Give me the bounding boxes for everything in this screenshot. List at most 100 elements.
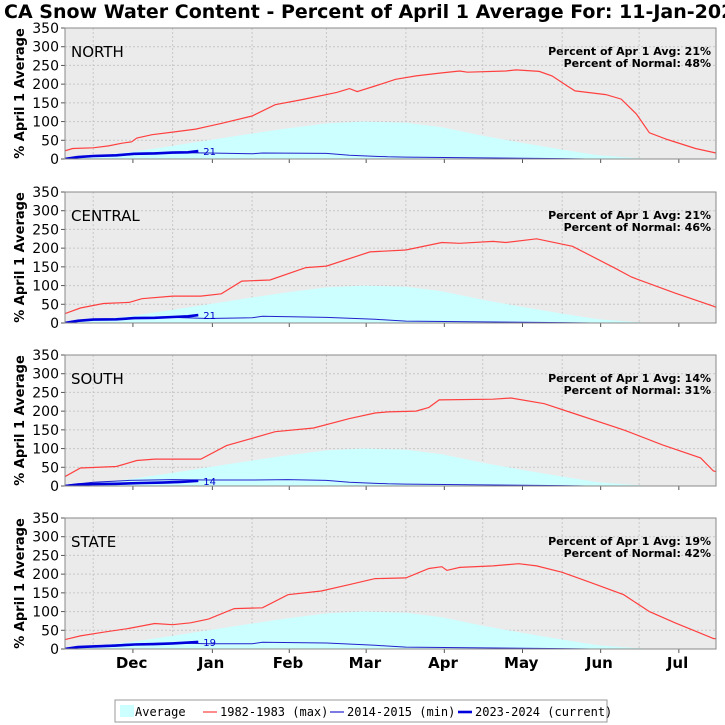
y-tick-label: 50 [41, 297, 59, 313]
month-axis: Dec Jan Feb Mar Apr May Jun Jul [116, 654, 688, 672]
y-tick-label: 0 [50, 479, 59, 495]
plot-area [65, 563, 716, 649]
y-tick-label: 50 [41, 460, 59, 476]
y-tick-label: 50 [41, 623, 59, 639]
y-tick-label: 0 [50, 152, 59, 168]
month-label-feb: Feb [273, 654, 304, 672]
series-current-line [65, 313, 199, 323]
y-tick-label: 300 [32, 40, 59, 56]
y-tick-label: 350 [32, 21, 59, 37]
series-current-line [65, 640, 199, 649]
y-tick-label: 200 [32, 567, 59, 583]
month-label-jul: Jul [666, 654, 688, 672]
y-tick-label: 100 [32, 279, 59, 295]
series-current-line [65, 479, 199, 486]
series-average-area [65, 121, 716, 159]
legend-swatch [120, 705, 134, 717]
series-max-line [65, 397, 716, 478]
current-value-label: 21 [203, 311, 216, 322]
pct-normal-annotation: Percent of Normal: 46% [564, 221, 711, 234]
legend: Average 1982-1983 (max) 2014-2015 (min) 202… [114, 699, 612, 723]
y-tick-label: 50 [41, 133, 59, 149]
region-label: CENTRAL [71, 207, 140, 225]
legend-label: 2023-2024 (current) [475, 705, 612, 719]
legend-entry-2: 2014-2015 (min) [330, 705, 455, 719]
plot-area [65, 397, 716, 486]
series-min-line [65, 479, 586, 486]
legend-entry-1: 1982-1983 (max) [203, 705, 328, 719]
pct-apr1-annotation: Percent of Apr 1 Avg: 14% [548, 372, 711, 385]
chart-title: CA Snow Water Content - Percent of April… [4, 1, 725, 23]
plot-border [64, 27, 717, 160]
y-tick-label: 250 [32, 58, 59, 74]
legend-label: 2014-2015 (min) [347, 705, 455, 719]
y-axis-label: % April 1 Average [13, 518, 28, 649]
month-label-mar: Mar [349, 654, 382, 672]
y-tick-label: 100 [32, 442, 59, 458]
month-label-dec: Dec [116, 654, 148, 672]
legend-entry-0: Average [120, 705, 186, 719]
y-tick-label: 250 [32, 222, 59, 238]
y-tick-label: 150 [32, 423, 59, 439]
y-tick-label: 100 [32, 115, 59, 131]
series-max-line [65, 563, 716, 641]
month-label-jan: Jan [197, 654, 224, 672]
y-tick-label: 200 [32, 404, 59, 420]
panel-south: 0 50 100 150 200 250 300 350 14 SOUTH Percent of A… [13, 348, 717, 495]
y-tick-label: 300 [32, 530, 59, 546]
y-tick-label: 150 [32, 586, 59, 602]
plot-area [65, 238, 716, 323]
series-average-area [65, 448, 716, 486]
pct-apr1-annotation: Percent of Apr 1 Avg: 19% [548, 535, 711, 548]
region-label: STATE [71, 533, 116, 551]
y-tick-label: 0 [50, 316, 59, 332]
y-tick-label: 100 [32, 605, 59, 621]
y-tick-label: 250 [32, 385, 59, 401]
pct-normal-annotation: Percent of Normal: 42% [564, 547, 711, 560]
y-axis-label: % April 1 Average [13, 355, 28, 486]
pct-normal-annotation: Percent of Normal: 48% [564, 57, 711, 70]
legend-label: 1982-1983 (max) [220, 705, 328, 719]
pct-apr1-annotation: Percent of Apr 1 Avg: 21% [548, 209, 711, 222]
region-label: SOUTH [71, 370, 124, 388]
legend-label: Average [135, 705, 186, 719]
series-max-line [65, 238, 716, 315]
y-tick-label: 350 [32, 511, 59, 527]
current-value-label: 14 [203, 477, 216, 488]
y-tick-label: 300 [32, 204, 59, 220]
series-average-area [65, 611, 716, 649]
y-tick-label: 150 [32, 260, 59, 276]
panel-north: 0 50 100 150 200 250 300 350 21 NORTH Percent of A… [13, 21, 717, 168]
plot-area [65, 69, 716, 159]
pct-apr1-annotation: Percent of Apr 1 Avg: 21% [548, 45, 711, 58]
current-value-label: 21 [203, 147, 216, 158]
y-tick-label: 300 [32, 367, 59, 383]
plot-border [64, 191, 717, 324]
y-tick-label: 150 [32, 96, 59, 112]
y-tick-label: 350 [32, 348, 59, 364]
series-average-area [65, 285, 716, 323]
y-axis-label: % April 1 Average [13, 28, 28, 159]
current-value-label: 19 [203, 638, 216, 649]
y-tick-label: 200 [32, 241, 59, 257]
y-tick-label: 250 [32, 548, 59, 564]
legend-entry-3: 2023-2024 (current) [458, 705, 612, 719]
panels: 0 50 100 150 200 250 300 350 21 NORTH Percent of A… [13, 21, 717, 658]
panel-central: 0 50 100 150 200 250 300 350 21 CENTRAL Percent of… [13, 185, 717, 332]
month-label-may: May [504, 654, 539, 672]
y-tick-label: 200 [32, 77, 59, 93]
month-label-jun: Jun [585, 654, 613, 672]
pct-normal-annotation: Percent of Normal: 31% [564, 384, 711, 397]
plot-border [64, 354, 717, 487]
y-tick-label: 0 [50, 642, 59, 658]
series-current-line [65, 149, 199, 159]
legend-box [114, 699, 608, 723]
y-axis-label: % April 1 Average [13, 192, 28, 323]
region-label: NORTH [71, 43, 124, 61]
y-tick-label: 350 [32, 185, 59, 201]
month-label-apr: Apr [428, 654, 458, 672]
panel-state: 0 50 100 150 200 250 300 350 19 STATE Percent of A… [13, 511, 717, 658]
series-max-line [65, 69, 716, 154]
plot-border [64, 517, 717, 650]
